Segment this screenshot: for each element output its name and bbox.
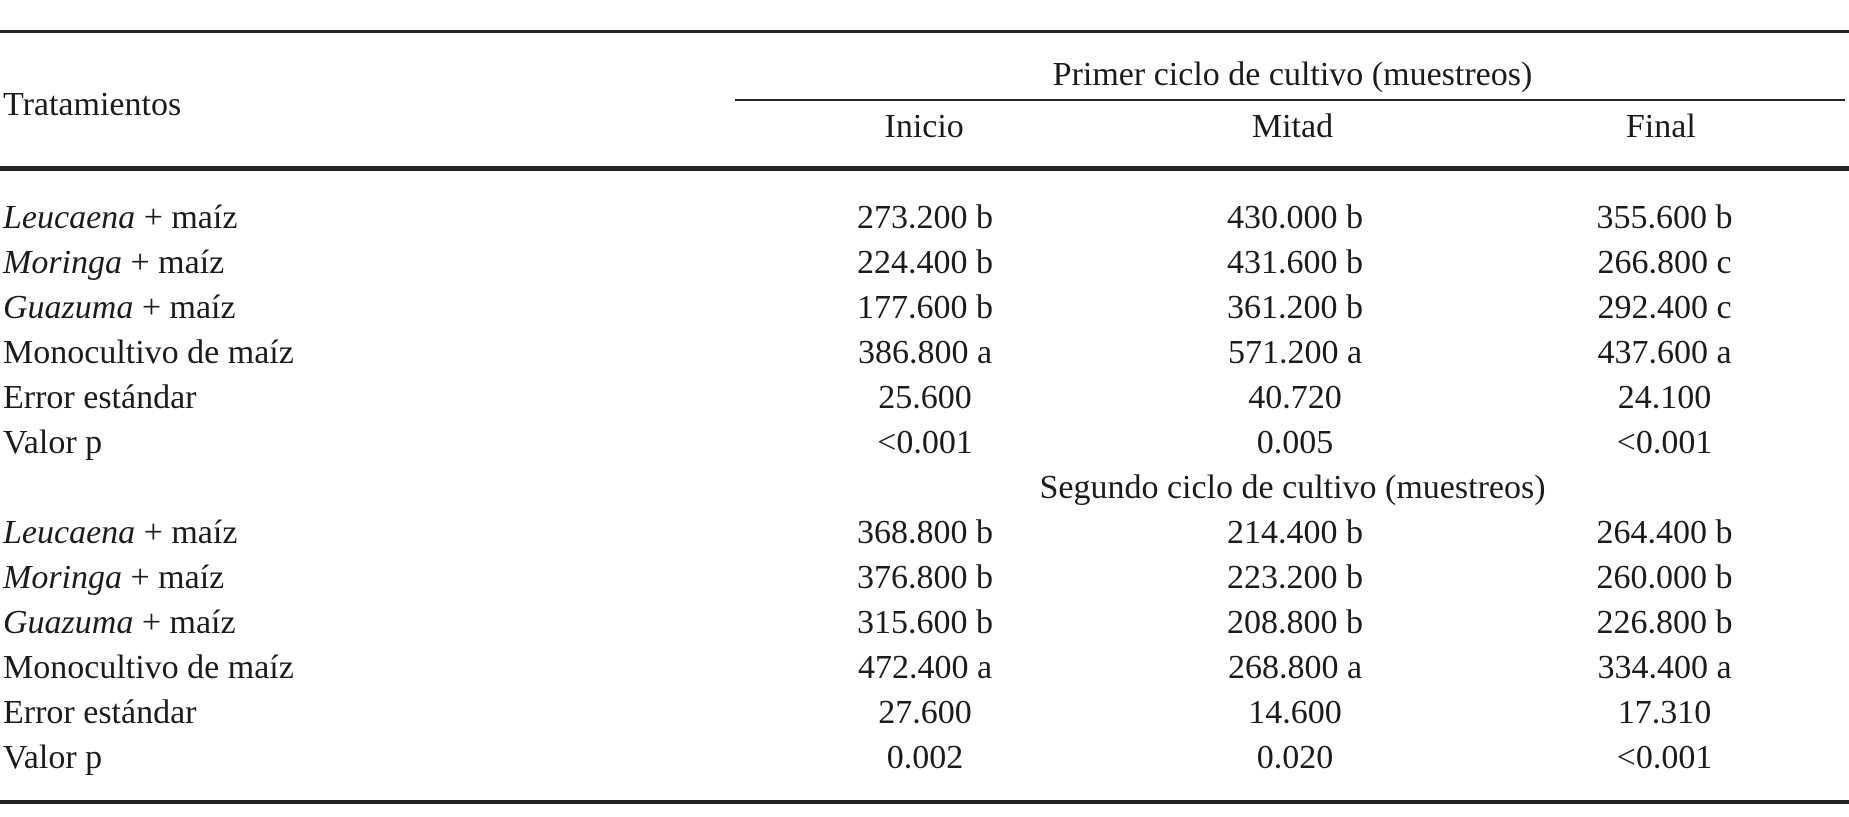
row-label-rest: Monocultivo de maíz: [3, 333, 294, 371]
row-label-rest: Error estándar: [3, 378, 197, 416]
genus-name: Guazuma: [3, 288, 134, 326]
section-header-segundo-ciclo: Segundo ciclo de cultivo (muestreos): [1039, 468, 1546, 506]
table-row-error-estandar-c2: Error estándar 27.600 14.600 17.310: [0, 690, 1849, 735]
cell-final: <0.001: [1616, 423, 1713, 461]
column-header-final: Final: [1625, 108, 1696, 145]
row-label: Moringa + maíz: [0, 559, 740, 597]
row-label-rest: Valor p: [3, 423, 103, 461]
row-label: Leucaena + maíz: [0, 514, 740, 552]
column-header-mitad: Mitad: [1251, 108, 1334, 145]
row-label-rest: + maíz: [133, 603, 236, 641]
table-top-rule: [0, 30, 1849, 33]
genus-name: Leucaena: [3, 513, 136, 551]
table-body: Leucaena + maíz 273.200 b 430.000 b 355.…: [0, 195, 1849, 780]
cell-mitad: 430.000 b: [1227, 198, 1363, 236]
table-bottom-rule: [0, 800, 1849, 804]
cell-inicio: 177.600 b: [857, 288, 993, 326]
cell-inicio: 315.600 b: [857, 603, 993, 641]
cell-final: 437.600 a: [1597, 333, 1732, 371]
cell-mitad: 0.020: [1256, 738, 1334, 776]
column-header-inicio: Inicio: [884, 108, 964, 145]
cell-inicio: <0.001: [877, 423, 973, 461]
cell-inicio: 25.600: [878, 378, 972, 416]
table-row-guazuma-c1: Guazuma + maíz 177.600 b 361.200 b 292.4…: [0, 285, 1849, 330]
table-row-error-estandar-c1: Error estándar 25.600 40.720 24.100: [0, 375, 1849, 420]
row-label: Valor p: [0, 424, 740, 462]
table-row-moringa-c2: Moringa + maíz 376.800 b 223.200 b 260.0…: [0, 555, 1849, 600]
cell-final: 260.000 b: [1596, 558, 1733, 596]
row-label-rest: Valor p: [3, 738, 103, 776]
row-label-rest: + maíz: [135, 198, 238, 236]
cell-mitad: 208.800 b: [1227, 603, 1363, 641]
column-header-treatments: Tratamientos: [3, 86, 182, 123]
cell-mitad: 431.600 b: [1227, 243, 1363, 281]
cell-mitad: 0.005: [1256, 423, 1334, 461]
header-body-rule: [0, 166, 1849, 171]
cell-mitad: 14.600: [1248, 693, 1342, 731]
cell-inicio: 27.600: [878, 693, 972, 731]
row-label: Guazuma + maíz: [0, 289, 740, 327]
genus-name: Guazuma: [3, 603, 134, 641]
table-row-monocultivo-c2: Monocultivo de maíz 472.400 a 268.800 a …: [0, 645, 1849, 690]
cell-inicio: 376.800 b: [857, 558, 993, 596]
cell-mitad: 268.800 a: [1227, 648, 1363, 686]
subcolumn-header-row: Inicio Mitad Final: [740, 108, 1845, 146]
row-label: Monocultivo de maíz: [0, 649, 740, 687]
row-label-rest: Error estándar: [3, 693, 197, 731]
cell-final: 17.310: [1617, 693, 1712, 731]
table-row-valor-p-c2: Valor p 0.002 0.020 <0.001: [0, 735, 1849, 780]
row-label: Moringa + maíz: [0, 244, 740, 282]
cell-mitad: 40.720: [1248, 378, 1342, 416]
cell-final: 334.400 a: [1597, 648, 1732, 686]
row-label-rest: + maíz: [122, 558, 225, 596]
cell-final: <0.001: [1616, 738, 1713, 776]
table-row-valor-p-c1: Valor p <0.001 0.005 <0.001: [0, 420, 1849, 465]
table-row-moringa-c1: Moringa + maíz 224.400 b 431.600 b 266.8…: [0, 240, 1849, 285]
cell-inicio: 0.002: [886, 738, 964, 776]
cell-final: 355.600 b: [1596, 198, 1733, 236]
cell-final: 292.400 c: [1597, 288, 1732, 326]
cell-final: 264.400 b: [1596, 513, 1733, 551]
row-label-rest: + maíz: [122, 243, 225, 281]
cell-inicio: 386.800 a: [857, 333, 993, 371]
spanner-rule: [735, 99, 1845, 101]
table-row-monocultivo-c1: Monocultivo de maíz 386.800 a 571.200 a …: [0, 330, 1849, 375]
cell-inicio: 273.200 b: [857, 198, 993, 236]
cell-mitad: 571.200 a: [1227, 333, 1363, 371]
row-label-rest: Monocultivo de maíz: [3, 648, 294, 686]
cell-final: 24.100: [1617, 378, 1712, 416]
cell-inicio: 472.400 a: [857, 648, 993, 686]
row-label: Valor p: [0, 739, 740, 777]
cell-final: 266.800 c: [1597, 243, 1732, 281]
section-header-row: Segundo ciclo de cultivo (muestreos): [0, 465, 1849, 510]
cell-inicio: 368.800 b: [857, 513, 993, 551]
table-row-leucaena-c1: Leucaena + maíz 273.200 b 430.000 b 355.…: [0, 195, 1849, 240]
row-label: Monocultivo de maíz: [0, 334, 740, 372]
row-label: Error estándar: [0, 694, 740, 732]
table-row-leucaena-c2: Leucaena + maíz 368.800 b 214.400 b 264.…: [0, 510, 1849, 555]
genus-name: Moringa: [3, 243, 122, 281]
row-label-rest: + maíz: [135, 513, 238, 551]
genus-name: Leucaena: [3, 198, 136, 236]
cell-final: 226.800 b: [1596, 603, 1733, 641]
cell-mitad: 361.200 b: [1227, 288, 1363, 326]
cell-mitad: 223.200 b: [1227, 558, 1363, 596]
cell-inicio: 224.400 b: [857, 243, 993, 281]
genus-name: Moringa: [3, 558, 122, 596]
row-label: Error estándar: [0, 379, 740, 417]
section-header-primer-ciclo: Primer ciclo de cultivo (muestreos): [1052, 56, 1533, 93]
cell-mitad: 214.400 b: [1227, 513, 1363, 551]
row-label: Leucaena + maíz: [0, 199, 740, 237]
table-row-guazuma-c2: Guazuma + maíz 315.600 b 208.800 b 226.8…: [0, 600, 1849, 645]
row-label: Guazuma + maíz: [0, 604, 740, 642]
row-label-rest: + maíz: [133, 288, 236, 326]
